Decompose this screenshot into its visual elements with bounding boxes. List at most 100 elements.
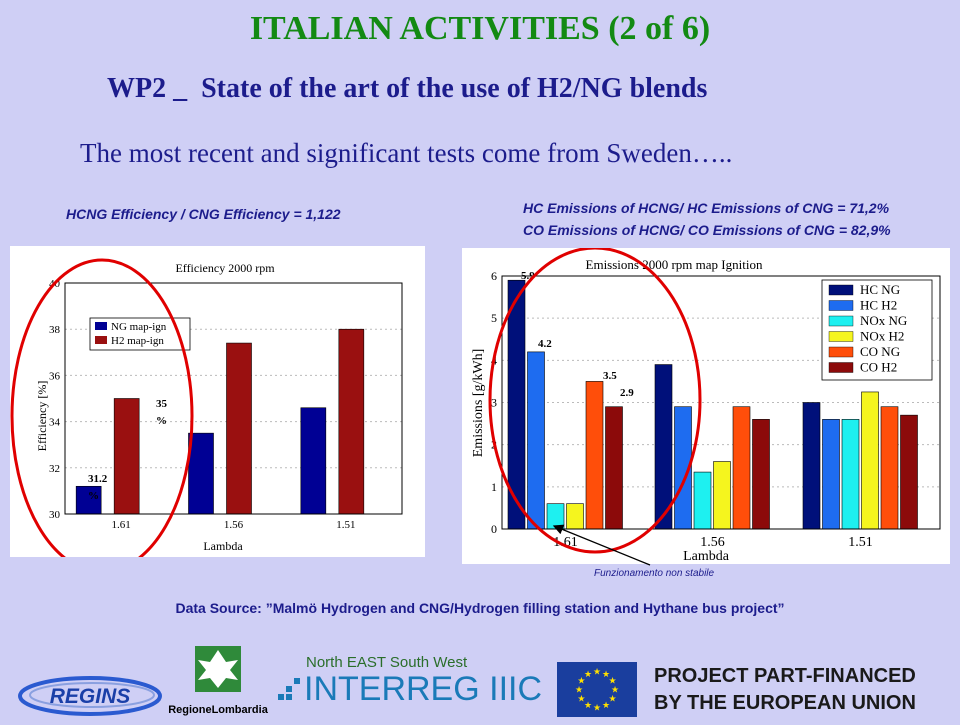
eu-star-icon: ★	[609, 676, 617, 686]
lombardia-logo: RegioneLombardia	[168, 646, 269, 716]
emissions-bar	[713, 461, 731, 530]
efficiency-ytick: 38	[49, 324, 61, 336]
efficiency-bar	[113, 398, 140, 515]
emissions-bar	[654, 364, 673, 530]
emissions-bar	[527, 351, 545, 530]
emissions-xlabel: Lambda	[683, 549, 730, 564]
emissions-legend-label: HC H2	[860, 298, 897, 313]
emissions-xtick: 1.51	[848, 535, 873, 550]
eff-h2-label-unit: %	[156, 415, 167, 427]
emissions-ytick: 1	[491, 480, 497, 494]
lombardia-logo-text: RegioneLombardia	[168, 704, 269, 716]
regins-logo: REGINS	[18, 676, 162, 716]
eu-star-icon: ★	[602, 669, 610, 679]
efficiency-bar	[188, 432, 214, 515]
hc-ratio-note: HC Emissions of HCNG/ HC Emissions of CN…	[523, 200, 890, 216]
emissions-legend-label: NOx H2	[860, 329, 904, 344]
efficiency-bar	[300, 407, 327, 515]
emissions-bar	[585, 381, 604, 530]
eu-star-icon: ★	[584, 669, 592, 679]
eff-ng-label-unit: %	[88, 490, 99, 502]
emissions-chart: Emissions 2000 rpm map Ignition 01234561…	[471, 246, 941, 564]
efficiency-legend-label: H2 map-ign	[111, 335, 164, 347]
co-ratio-note: CO Emissions of HCNG/ CO Emissions of CN…	[523, 222, 891, 238]
efficiency-chart-panel: Efficiency 2000 rpm 30 32 34 36 38 40 1.61 1.56…	[10, 246, 425, 574]
efficiency-bar	[226, 342, 252, 515]
emissions-ylabel: Emissions [g/kWh]	[471, 349, 486, 458]
efficiency-legend-swatch	[95, 322, 107, 330]
intro-text: The most recent and significant tests co…	[80, 138, 733, 168]
efficiency-xtick: 1.51	[336, 519, 355, 531]
emissions-bar	[605, 406, 623, 530]
page-subtitle: WP2 _ State of the art of the use of H2/…	[107, 73, 708, 104]
unstable-arrow	[552, 524, 651, 566]
emissions-bar	[802, 402, 821, 530]
regins-logo-text: REGINS	[50, 685, 131, 708]
emissions-xtick: 1.56	[700, 535, 725, 550]
eff-h2-label: 35 %	[156, 398, 170, 427]
efficiency-ytick: 30	[49, 509, 61, 521]
emissions-bar	[822, 419, 840, 530]
emissions-legend-swatch	[828, 315, 854, 327]
emissions-legend-swatch	[828, 346, 854, 358]
highlight-ellipse	[488, 246, 702, 554]
eu-text-line2: BY THE EUROPEAN UNION	[654, 692, 916, 714]
eu-star-icon: ★	[602, 700, 610, 710]
unstable-note: Funzionamento non stabile	[594, 568, 715, 579]
eu-star-icon: ★	[593, 703, 601, 713]
emissions-legend-swatch	[828, 331, 854, 342]
eu-text-line1: PROJECT PART-FINANCED	[654, 665, 916, 687]
emissions-legend-swatch	[828, 284, 854, 296]
eu-star-icon: ★	[584, 700, 592, 710]
efficiency-legend-label: NG map-ign	[111, 321, 167, 333]
data-source: Data Source: ”Malmö Hydrogen and CNG/Hyd…	[175, 600, 785, 616]
efficiency-bar	[338, 328, 365, 515]
emissions-ytick: 3	[491, 396, 497, 410]
efficiency-legend-swatch	[95, 336, 107, 344]
eu-star-icon: ★	[593, 667, 601, 677]
efficiency-xtick: 1.56	[224, 519, 244, 531]
efficiency-bar	[75, 485, 102, 515]
emissions-legend-label: NOx NG	[860, 313, 907, 328]
eu-star-icon: ★	[611, 685, 619, 695]
emissions-ytick: 5	[491, 311, 497, 325]
efficiency-ratio-note: HCNG Efficiency / CNG Efficiency = 1,122	[66, 206, 341, 222]
emissions-ytick: 0	[491, 522, 497, 536]
efficiency-ytick: 36	[49, 370, 61, 382]
efficiency-xlabel: Lambda	[203, 539, 243, 553]
emissions-legend-label: CO NG	[860, 344, 900, 359]
em-co-ng-label: 3.5	[603, 370, 617, 382]
eff-ng-label-value: 31.2	[88, 473, 108, 485]
emissions-bar	[732, 406, 751, 530]
eff-ng-label: 31.2 %	[88, 473, 110, 502]
em-co-h2-label: 2.9	[620, 387, 634, 399]
emissions-chart-title: Emissions 2000 rpm map Ignition	[586, 257, 763, 272]
footer-logo-strip: REGINS RegioneLombardia North EAST South…	[18, 646, 916, 717]
efficiency-ytick: 34	[49, 417, 61, 429]
emissions-bar	[752, 419, 770, 530]
footer-logos: REGINS RegioneLombardia North EAST South…	[0, 640, 960, 720]
page-title: ITALIAN ACTIVITIES (2 of 6)	[249, 10, 711, 47]
emissions-legend-swatch	[828, 300, 854, 311]
efficiency-ylabel: Efficiency [%]	[35, 381, 49, 452]
emissions-bar	[861, 391, 879, 530]
emissions-legend-label: CO H2	[860, 360, 897, 375]
eff-h2-label-value: 35	[156, 398, 168, 410]
emissions-ytick: 6	[491, 269, 497, 283]
efficiency-legend: NG map-ign H2 map-ign	[89, 317, 191, 351]
efficiency-xtick: 1.61	[112, 519, 131, 531]
eu-star-icon: ★	[577, 676, 585, 686]
em-hc-h2-label: 4.2	[538, 338, 552, 350]
interreg-tagline: North EAST South West	[306, 654, 468, 671]
eu-star-icon: ★	[577, 694, 585, 704]
emissions-legend-label: HC NG	[860, 282, 900, 297]
emissions-bar	[693, 471, 712, 530]
eu-star-icon: ★	[609, 694, 617, 704]
emissions-legend-swatch	[828, 362, 854, 373]
efficiency-chart-title: Efficiency 2000 rpm	[175, 261, 275, 275]
emissions-bar	[900, 414, 918, 530]
emissions-bar	[880, 406, 899, 530]
